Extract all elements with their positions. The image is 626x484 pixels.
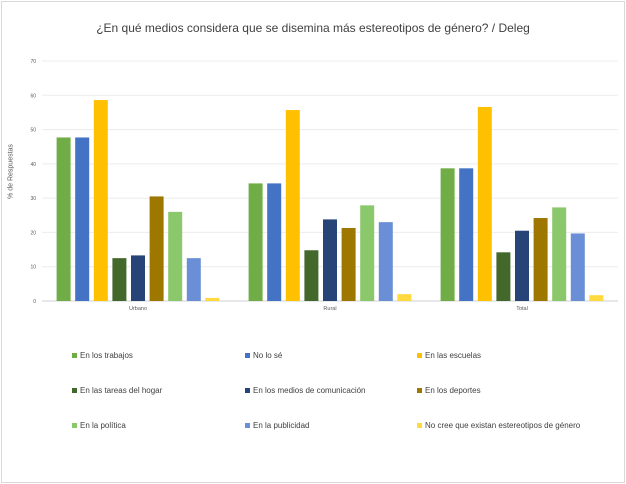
legend-label: En los medios de comunicación — [253, 386, 366, 395]
bar — [186, 258, 201, 301]
bar — [378, 222, 393, 301]
legend-item: En las escuelas — [417, 351, 481, 360]
bar — [131, 255, 145, 301]
legend-label: En las tareas del hogar — [80, 386, 163, 395]
bar — [112, 258, 127, 301]
bar — [533, 218, 548, 301]
bar — [93, 100, 108, 301]
legend-item: En los medios de comunicación — [245, 386, 366, 395]
legend-label: No cree que existan estereotipos de géne… — [425, 421, 581, 430]
y-tick-label: 20 — [30, 230, 36, 236]
y-tick-label: 70 — [30, 59, 36, 65]
bar — [341, 227, 356, 301]
legend-label: En los deportes — [425, 386, 481, 395]
legend-item: No lo sé — [245, 351, 282, 360]
x-tick-label: Total — [516, 306, 528, 312]
legend-item: No cree que existan estereotipos de géne… — [417, 421, 580, 430]
legend-swatch — [245, 388, 250, 393]
y-tick-label: 30 — [30, 196, 36, 202]
bar — [248, 183, 263, 301]
bar — [75, 137, 90, 301]
bar — [589, 295, 604, 301]
bar — [496, 252, 511, 301]
legend-label: En la publicidad — [253, 421, 310, 430]
chart-title: ¿En qué medios considera que se disemina… — [96, 21, 530, 35]
bar — [205, 297, 220, 301]
y-tick-label: 10 — [30, 265, 36, 271]
legend-swatch — [245, 353, 250, 358]
legend-item: En las tareas del hogar — [72, 386, 162, 395]
legend-swatch — [417, 388, 422, 393]
legend-label: En los trabajos — [80, 351, 133, 360]
legend-swatch — [72, 353, 77, 358]
bar — [285, 110, 300, 302]
legend-label: En la política — [80, 421, 126, 430]
bar — [570, 233, 585, 301]
bar — [304, 250, 319, 301]
bar — [56, 137, 71, 301]
bar — [477, 106, 492, 301]
x-tick-label: Urbano — [129, 306, 147, 312]
legend-swatch — [72, 423, 77, 428]
legend-label: En las escuelas — [425, 351, 482, 360]
bar — [168, 211, 183, 301]
legend-swatch — [417, 353, 422, 358]
legend-swatch — [417, 423, 422, 428]
bar — [552, 207, 567, 301]
y-tick-label: 50 — [30, 128, 36, 134]
legend-item: En la publicidad — [245, 421, 309, 430]
bar — [149, 196, 164, 301]
legend-item: En los trabajos — [72, 351, 133, 360]
legend-item: En los deportes — [417, 386, 481, 395]
bar — [267, 183, 282, 301]
bar — [515, 230, 529, 301]
bar — [440, 168, 455, 301]
x-tick-label: Rural — [323, 306, 336, 312]
bar — [397, 294, 412, 301]
legend-swatch — [72, 388, 77, 393]
bar — [360, 205, 375, 301]
legend-label: No lo sé — [253, 351, 283, 360]
bar — [323, 219, 337, 301]
y-tick-label: 0 — [33, 299, 36, 305]
legend-swatch — [245, 423, 250, 428]
y-tick-label: 60 — [30, 93, 36, 99]
bar — [459, 168, 474, 301]
y-tick-label: 40 — [30, 162, 36, 168]
legend-item: En la política — [72, 421, 126, 430]
